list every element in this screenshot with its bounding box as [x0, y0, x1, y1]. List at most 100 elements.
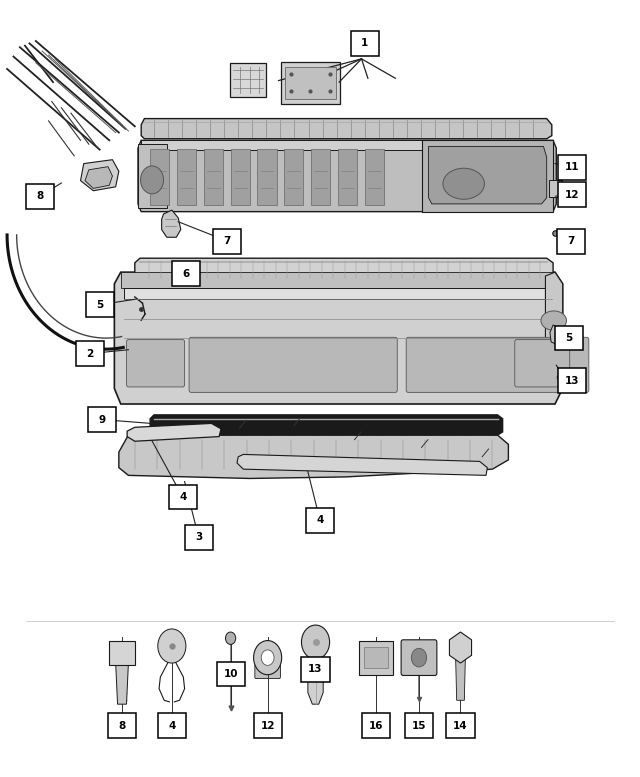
- FancyBboxPatch shape: [257, 149, 276, 204]
- Circle shape: [225, 632, 236, 644]
- Ellipse shape: [443, 169, 484, 199]
- Polygon shape: [545, 272, 563, 388]
- Polygon shape: [422, 141, 553, 211]
- Polygon shape: [308, 657, 323, 704]
- Ellipse shape: [541, 311, 566, 330]
- Polygon shape: [237, 455, 487, 476]
- Text: 15: 15: [412, 721, 426, 731]
- Polygon shape: [116, 663, 129, 704]
- FancyBboxPatch shape: [301, 657, 330, 681]
- FancyBboxPatch shape: [359, 640, 394, 674]
- FancyBboxPatch shape: [230, 63, 266, 97]
- Text: 7: 7: [224, 236, 231, 246]
- Text: 3: 3: [195, 532, 202, 542]
- Circle shape: [261, 650, 274, 665]
- Text: 8: 8: [118, 721, 125, 731]
- FancyBboxPatch shape: [558, 368, 586, 393]
- FancyBboxPatch shape: [447, 713, 474, 738]
- Text: 2: 2: [86, 349, 93, 359]
- Polygon shape: [85, 167, 113, 188]
- Polygon shape: [121, 272, 555, 287]
- Text: 5: 5: [96, 300, 103, 310]
- Polygon shape: [449, 632, 472, 663]
- Polygon shape: [119, 435, 508, 479]
- Text: 13: 13: [308, 664, 323, 674]
- Polygon shape: [124, 287, 552, 299]
- Text: 9: 9: [98, 414, 105, 424]
- Circle shape: [412, 648, 427, 667]
- FancyBboxPatch shape: [311, 149, 330, 204]
- FancyBboxPatch shape: [150, 149, 170, 204]
- Text: 14: 14: [453, 721, 468, 731]
- Polygon shape: [115, 272, 563, 404]
- Text: 5: 5: [565, 333, 573, 343]
- FancyBboxPatch shape: [281, 62, 340, 104]
- Text: 12: 12: [565, 190, 579, 200]
- Text: 13: 13: [565, 376, 579, 385]
- FancyBboxPatch shape: [26, 183, 54, 208]
- Text: 7: 7: [567, 236, 575, 246]
- FancyBboxPatch shape: [362, 713, 390, 738]
- Circle shape: [158, 629, 186, 663]
- Polygon shape: [127, 423, 221, 441]
- FancyBboxPatch shape: [515, 340, 570, 387]
- FancyBboxPatch shape: [406, 337, 589, 392]
- FancyBboxPatch shape: [555, 326, 583, 350]
- FancyBboxPatch shape: [557, 228, 585, 253]
- FancyBboxPatch shape: [184, 525, 212, 550]
- Polygon shape: [138, 141, 556, 211]
- Polygon shape: [429, 147, 547, 204]
- FancyBboxPatch shape: [230, 149, 250, 204]
- Text: 8: 8: [36, 191, 44, 201]
- FancyBboxPatch shape: [204, 149, 223, 204]
- Circle shape: [301, 625, 330, 659]
- FancyBboxPatch shape: [189, 337, 397, 392]
- Polygon shape: [150, 415, 502, 435]
- FancyBboxPatch shape: [306, 508, 334, 533]
- Text: 4: 4: [168, 721, 175, 731]
- FancyBboxPatch shape: [558, 182, 586, 207]
- FancyBboxPatch shape: [158, 713, 186, 738]
- FancyBboxPatch shape: [86, 292, 114, 317]
- FancyBboxPatch shape: [172, 261, 200, 286]
- FancyBboxPatch shape: [351, 31, 379, 56]
- FancyBboxPatch shape: [558, 155, 586, 179]
- Polygon shape: [81, 160, 119, 190]
- FancyBboxPatch shape: [108, 713, 136, 738]
- Text: 1: 1: [361, 38, 369, 48]
- Text: 12: 12: [260, 721, 275, 731]
- Text: 4: 4: [179, 492, 186, 502]
- Text: 10: 10: [223, 669, 238, 679]
- FancyBboxPatch shape: [127, 340, 184, 387]
- FancyBboxPatch shape: [255, 663, 280, 678]
- Circle shape: [141, 166, 164, 193]
- FancyBboxPatch shape: [285, 67, 336, 99]
- FancyBboxPatch shape: [76, 341, 104, 366]
- FancyBboxPatch shape: [338, 149, 357, 204]
- FancyBboxPatch shape: [549, 179, 562, 197]
- FancyBboxPatch shape: [405, 713, 433, 738]
- FancyBboxPatch shape: [284, 149, 303, 204]
- FancyBboxPatch shape: [177, 149, 196, 204]
- FancyBboxPatch shape: [213, 228, 241, 253]
- Polygon shape: [135, 258, 553, 281]
- Polygon shape: [550, 325, 564, 346]
- Text: 11: 11: [565, 162, 579, 172]
- FancyBboxPatch shape: [365, 149, 384, 204]
- Polygon shape: [141, 119, 552, 139]
- FancyBboxPatch shape: [253, 713, 282, 738]
- Polygon shape: [138, 145, 167, 207]
- Text: 6: 6: [182, 269, 189, 279]
- Polygon shape: [456, 647, 466, 700]
- Polygon shape: [162, 210, 180, 237]
- FancyBboxPatch shape: [109, 641, 135, 664]
- FancyBboxPatch shape: [401, 639, 437, 675]
- FancyBboxPatch shape: [364, 646, 388, 668]
- Circle shape: [253, 640, 282, 674]
- Polygon shape: [141, 141, 553, 150]
- Text: 4: 4: [316, 515, 324, 525]
- FancyBboxPatch shape: [216, 661, 244, 686]
- FancyBboxPatch shape: [169, 485, 196, 510]
- FancyBboxPatch shape: [88, 407, 116, 432]
- Text: 16: 16: [369, 721, 383, 731]
